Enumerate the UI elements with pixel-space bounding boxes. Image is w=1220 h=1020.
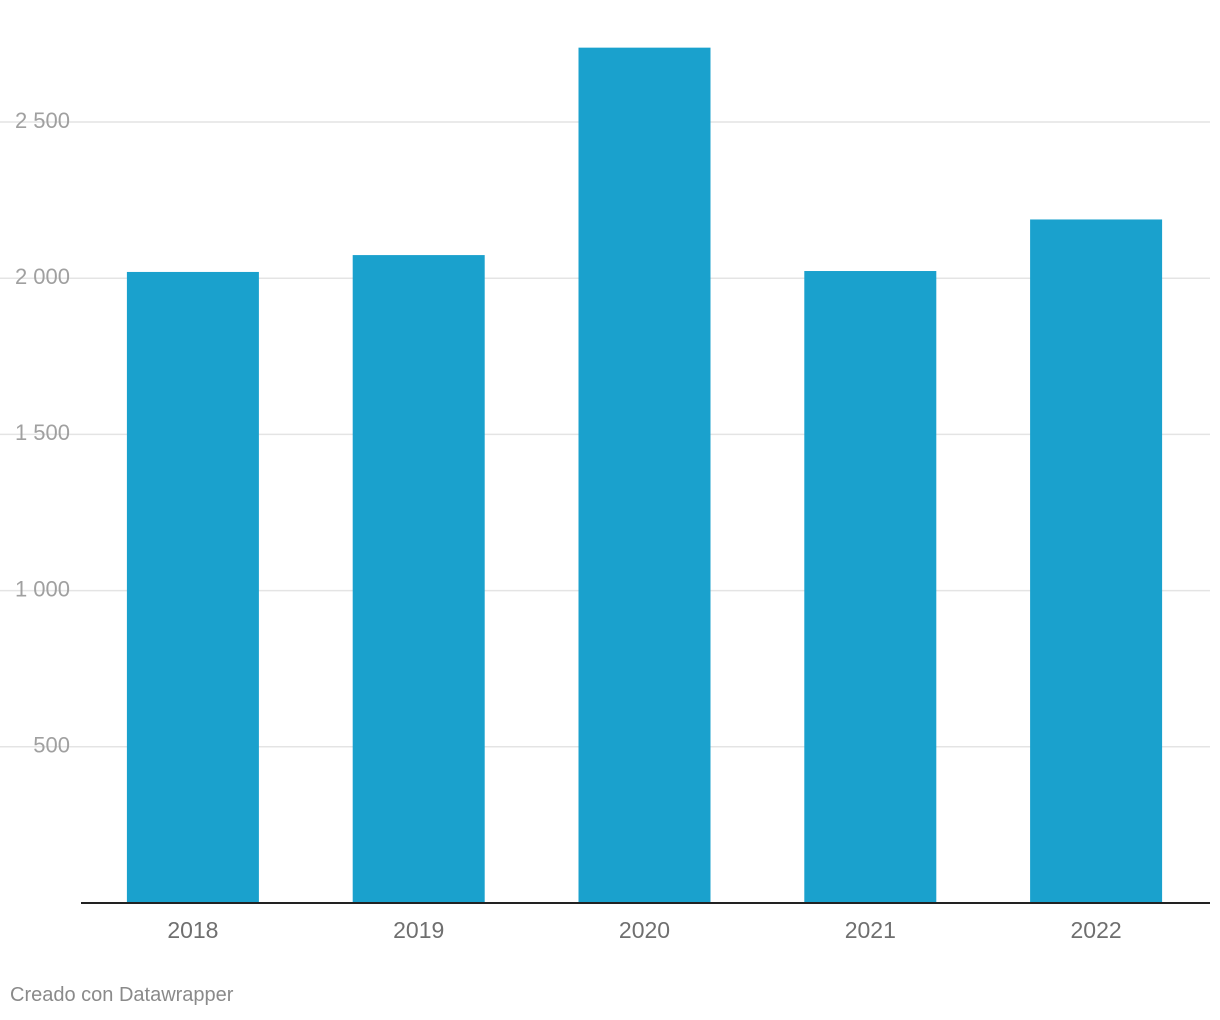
x-tick-label: 2019: [393, 917, 444, 943]
y-tick-label: 1 000: [15, 576, 70, 601]
x-tick-label: 2021: [845, 917, 896, 943]
x-tick-label: 2022: [1071, 917, 1122, 943]
x-tick-label: 2020: [619, 917, 670, 943]
x-axis-labels: 2018 2019 2020 2021 2022: [167, 917, 1121, 943]
bar-2021: [804, 271, 937, 904]
y-tick-label: 2 000: [15, 264, 70, 289]
bar-2019: [352, 255, 485, 903]
bar-chart: 500 1 000 1 500 2 000 2 500 2018 2019 2020 2021…: [0, 47, 1210, 943]
credit-text: Creado con Datawrapper: [10, 984, 234, 1006]
y-tick-label: 2 500: [15, 108, 70, 133]
y-tick-label: 500: [33, 733, 70, 758]
y-tick-label: 1 500: [15, 420, 70, 445]
x-tick-label: 2018: [167, 917, 218, 943]
bars: [126, 47, 1163, 904]
bar-2018: [126, 271, 259, 903]
y-axis-labels: 500 1 000 1 500 2 000 2 500: [15, 108, 70, 758]
bar-2020: [578, 47, 711, 903]
bar-2022: [1030, 219, 1163, 903]
